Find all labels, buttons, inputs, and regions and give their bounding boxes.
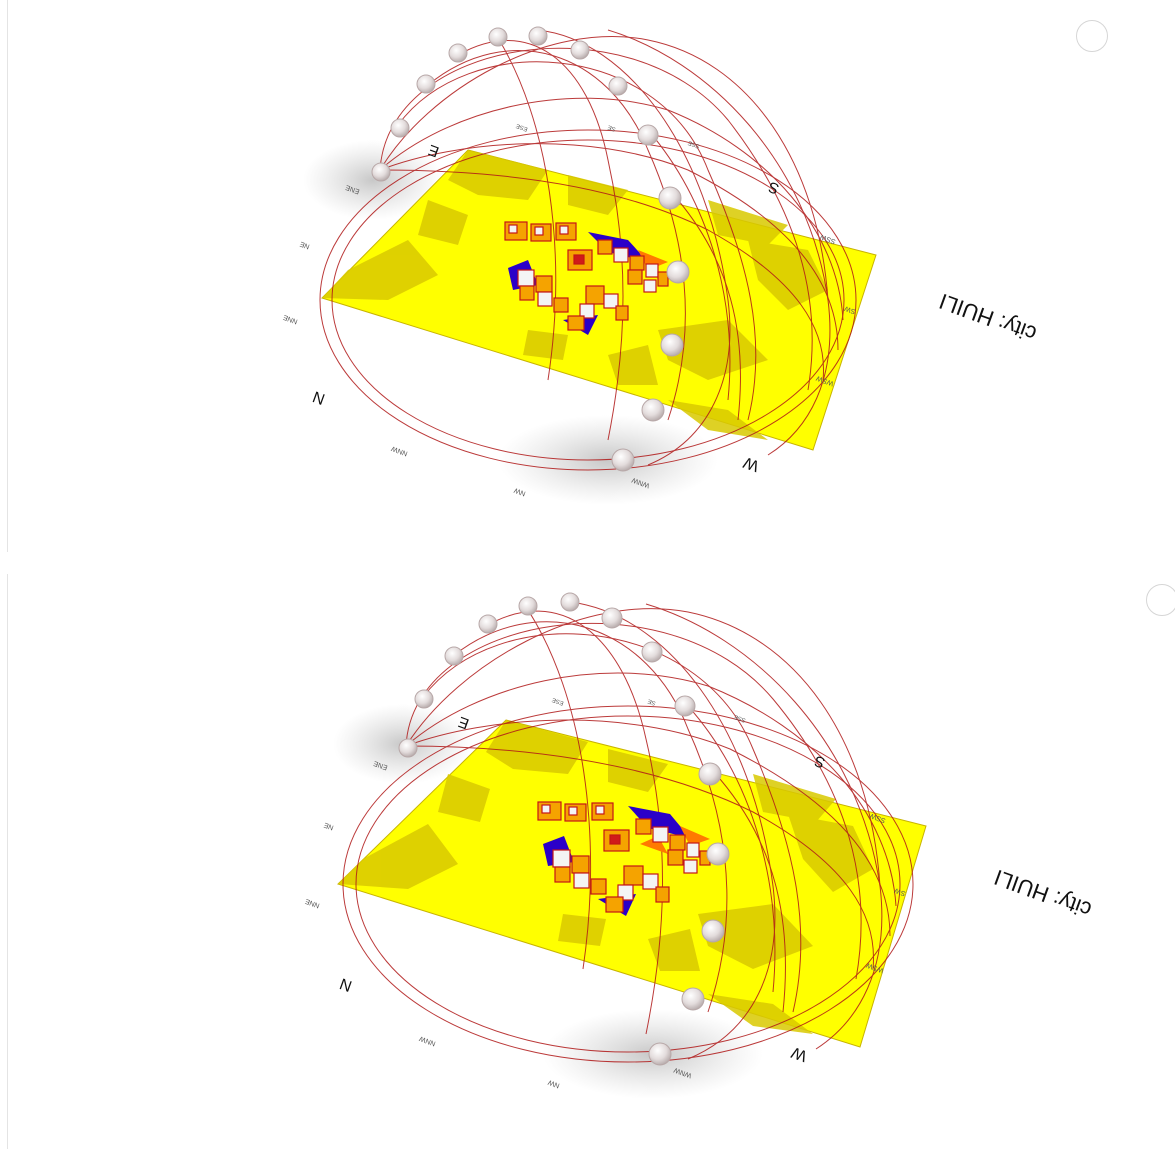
building-cluster bbox=[537, 801, 711, 916]
direction-sw: SW bbox=[893, 886, 906, 897]
direction-n: N bbox=[338, 974, 355, 994]
direction-w: W bbox=[789, 1043, 810, 1064]
direction-sse: SSE bbox=[687, 139, 700, 149]
sun-markers bbox=[398, 592, 730, 1066]
sunpath-diagram-top: N E S W NE NNE ENE NNW NW WNW WSW SW SSW… bbox=[282, 26, 1040, 505]
direction-ne: NE bbox=[323, 821, 335, 831]
direction-ese: ESE bbox=[551, 696, 564, 706]
sun-position-sphere-icon bbox=[608, 76, 628, 96]
sun-position-sphere-icon bbox=[701, 919, 725, 943]
direction-ene: ENE bbox=[344, 183, 360, 195]
sun-position-sphere-icon bbox=[637, 124, 659, 146]
sun-position-sphere-icon bbox=[641, 398, 665, 422]
direction-n: N bbox=[311, 387, 328, 407]
sun-position-sphere-icon bbox=[560, 592, 580, 612]
sunpath-panel-top: N E S W NE NNE ENE NNW NW WNW WSW SW SSW… bbox=[7, 0, 1175, 552]
sun-position-sphere-icon bbox=[674, 695, 696, 717]
direction-nnw: NNW bbox=[390, 444, 408, 456]
shadow-haze bbox=[303, 140, 443, 220]
sun-position-sphere-icon bbox=[518, 596, 538, 616]
sun-position-sphere-icon bbox=[478, 614, 498, 634]
direction-ne: NE bbox=[299, 240, 311, 250]
sun-position-sphere-icon bbox=[681, 987, 705, 1011]
direction-nnw: NNW bbox=[418, 1034, 436, 1046]
sun-position-sphere-icon bbox=[398, 738, 418, 758]
sun-position-sphere-icon bbox=[488, 27, 508, 47]
direction-e: E bbox=[426, 141, 441, 160]
direction-ene: ENE bbox=[372, 759, 388, 771]
direction-sw: SW bbox=[843, 304, 856, 315]
city-label: city: HUILI bbox=[936, 289, 1040, 347]
sun-position-sphere-icon bbox=[658, 186, 682, 210]
direction-sse: SSE bbox=[733, 713, 746, 723]
building-cluster bbox=[504, 221, 669, 335]
direction-nne: NNE bbox=[282, 313, 299, 325]
direction-ese: ESE bbox=[515, 122, 528, 132]
sun-position-sphere-icon bbox=[390, 118, 410, 138]
ground-shade-patches bbox=[338, 720, 873, 1034]
sun-position-sphere-icon bbox=[371, 162, 391, 182]
sunpath-panel-bottom: N E S W NE NNE ENE NNW NW WNW WSW SW SSW… bbox=[7, 574, 1175, 1149]
sun-markers bbox=[371, 26, 690, 472]
sun-position-sphere-icon bbox=[611, 448, 635, 472]
direction-nw: NW bbox=[513, 486, 527, 497]
sunpath-diagram-bottom: N E S W NE NNE ENE NNW NW WNW WSW SW SSW… bbox=[304, 592, 1095, 1099]
city-label: city: HUILI bbox=[991, 865, 1095, 923]
sun-position-sphere-icon bbox=[444, 646, 464, 666]
direction-nw: NW bbox=[547, 1078, 561, 1089]
direction-se: SE bbox=[607, 123, 617, 131]
sun-position-sphere-icon bbox=[570, 40, 590, 60]
direction-nne: NNE bbox=[304, 897, 321, 909]
direction-w: W bbox=[741, 453, 762, 474]
sun-position-sphere-icon bbox=[660, 333, 684, 357]
sun-position-sphere-icon bbox=[601, 607, 623, 629]
sun-position-sphere-icon bbox=[528, 26, 548, 46]
circle-button-icon[interactable] bbox=[1076, 20, 1108, 52]
sun-position-sphere-icon bbox=[698, 762, 722, 786]
sun-position-sphere-icon bbox=[648, 1042, 672, 1066]
sun-position-sphere-icon bbox=[414, 689, 434, 709]
sun-position-sphere-icon bbox=[641, 641, 663, 663]
sun-position-sphere-icon bbox=[666, 260, 690, 284]
sun-position-sphere-icon bbox=[448, 43, 468, 63]
sun-position-sphere-icon bbox=[706, 842, 730, 866]
compass-labels: N E S W NE NNE ENE NNW NW WNW WSW SW SSW… bbox=[282, 122, 857, 497]
circle-button-icon[interactable] bbox=[1146, 584, 1175, 616]
direction-se: SE bbox=[647, 697, 657, 705]
sun-position-sphere-icon bbox=[416, 74, 436, 94]
